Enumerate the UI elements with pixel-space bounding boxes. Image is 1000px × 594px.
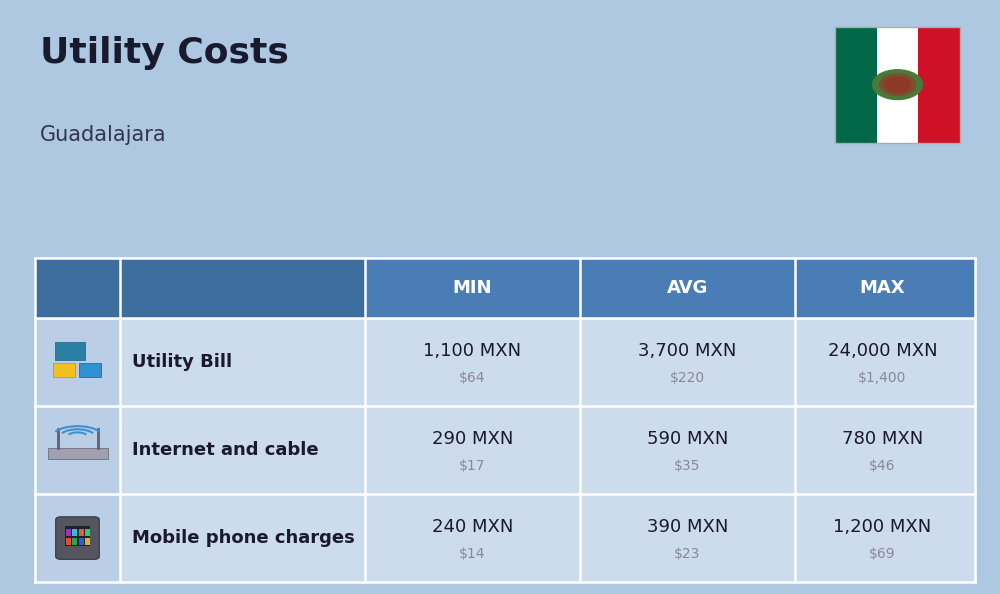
Bar bbox=[48, 448, 108, 459]
Text: Utility Bill: Utility Bill bbox=[132, 353, 232, 371]
Bar bbox=[85, 529, 90, 536]
Bar bbox=[79, 538, 84, 545]
Text: 3,700 MXN: 3,700 MXN bbox=[638, 342, 737, 361]
Text: 590 MXN: 590 MXN bbox=[647, 431, 728, 448]
Text: $14: $14 bbox=[459, 547, 486, 561]
Bar bbox=[66, 538, 71, 545]
Text: Utility Costs: Utility Costs bbox=[40, 36, 289, 69]
Bar bbox=[35, 258, 120, 318]
Text: 240 MXN: 240 MXN bbox=[432, 519, 513, 536]
Bar bbox=[35, 258, 975, 318]
Bar bbox=[55, 342, 85, 359]
Text: $35: $35 bbox=[674, 459, 701, 473]
Text: 1,100 MXN: 1,100 MXN bbox=[423, 342, 522, 361]
Text: Mobile phone charges: Mobile phone charges bbox=[132, 529, 355, 547]
Bar bbox=[79, 364, 101, 377]
Bar bbox=[35, 494, 975, 582]
Text: 290 MXN: 290 MXN bbox=[432, 431, 513, 448]
Text: 1,200 MXN: 1,200 MXN bbox=[833, 519, 932, 536]
Circle shape bbox=[885, 77, 910, 92]
FancyBboxPatch shape bbox=[56, 517, 99, 560]
Text: $17: $17 bbox=[459, 459, 486, 473]
Text: $64: $64 bbox=[459, 371, 486, 385]
Text: $69: $69 bbox=[869, 547, 896, 561]
Text: $1,400: $1,400 bbox=[858, 371, 907, 385]
Text: 390 MXN: 390 MXN bbox=[647, 519, 728, 536]
Text: $46: $46 bbox=[869, 459, 896, 473]
Text: $23: $23 bbox=[674, 547, 701, 561]
Bar bbox=[35, 406, 120, 494]
Text: 24,000 MXN: 24,000 MXN bbox=[828, 342, 937, 361]
Bar bbox=[35, 318, 120, 406]
Bar bbox=[66, 529, 71, 536]
Circle shape bbox=[872, 69, 922, 100]
Bar bbox=[835, 27, 877, 143]
Text: 780 MXN: 780 MXN bbox=[842, 431, 923, 448]
Text: MAX: MAX bbox=[860, 279, 905, 297]
Text: MIN: MIN bbox=[453, 279, 492, 297]
Text: Guadalajara: Guadalajara bbox=[40, 125, 167, 145]
Bar bbox=[35, 318, 975, 406]
Bar bbox=[72, 529, 77, 536]
Text: $220: $220 bbox=[670, 371, 705, 385]
Bar bbox=[65, 526, 90, 546]
Text: AVG: AVG bbox=[667, 279, 708, 297]
Bar bbox=[85, 538, 90, 545]
Bar bbox=[120, 258, 365, 318]
Bar bbox=[877, 27, 918, 143]
Bar bbox=[918, 27, 960, 143]
Bar bbox=[35, 406, 975, 494]
Bar bbox=[35, 494, 120, 582]
Bar bbox=[79, 529, 84, 536]
Bar bbox=[72, 538, 77, 545]
Text: Internet and cable: Internet and cable bbox=[132, 441, 319, 459]
Bar bbox=[53, 364, 75, 377]
Circle shape bbox=[880, 74, 916, 95]
